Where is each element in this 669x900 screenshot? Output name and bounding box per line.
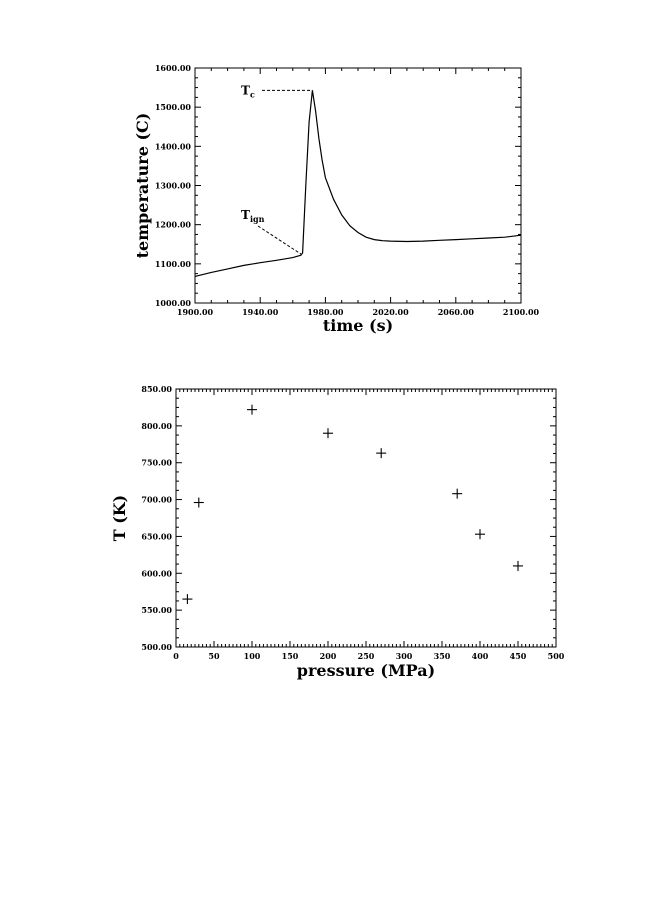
y-tick-label: 650.00 <box>141 531 172 541</box>
annotation-main: T <box>241 83 250 97</box>
y-tick-label: 500.00 <box>141 642 172 652</box>
x-tick-label: 100 <box>244 651 261 661</box>
x-tick-label: 450 <box>510 651 527 661</box>
data-point <box>323 428 333 439</box>
annotation-sub: ign <box>250 214 265 224</box>
annotation-sub: c <box>250 89 255 99</box>
x-tick-label: 350 <box>434 651 451 661</box>
plot-frame <box>194 67 522 304</box>
x-tick-label: 0 <box>173 651 179 661</box>
chart-1: 1900.00 1940.00 1980.00 2020.00 2060.00 2100.… <box>133 63 540 335</box>
y-tick-label: 700.00 <box>141 495 172 505</box>
y-tick-label: 850.00 <box>141 384 172 394</box>
data-point <box>182 594 193 605</box>
y-tick-label: 1200.00 <box>155 220 192 230</box>
data-point <box>475 529 485 540</box>
y-tick-label: 800.00 <box>141 421 172 431</box>
data-point <box>376 448 387 459</box>
annotation-label: Tign <box>241 208 265 224</box>
y-tick-label: 550.00 <box>141 605 172 615</box>
x-axis-title: pressure (MPa) <box>297 661 435 680</box>
x-tick-label: 500 <box>548 651 565 661</box>
y-tick-label: 1400.00 <box>155 141 192 151</box>
series-line <box>194 90 522 277</box>
x-tick-label: 150 <box>282 651 299 661</box>
x-tick-label: 50 <box>208 651 220 661</box>
y-axis-title: T (K) <box>110 495 129 542</box>
x-tick-label: 1900.00 <box>177 307 214 317</box>
y-tick-label: 1500.00 <box>155 102 192 112</box>
y-tick-label: 600.00 <box>141 568 172 578</box>
y-tick-label: 1000.00 <box>155 298 192 308</box>
x-tick-label: 200 <box>320 651 337 661</box>
y-tick-label: 1100.00 <box>155 259 192 269</box>
annotation-main: T <box>241 208 250 222</box>
x-tick-label: 250 <box>358 651 375 661</box>
data-point <box>193 497 204 508</box>
x-tick-label: 400 <box>472 651 489 661</box>
x-axis-title: time (s) <box>323 316 393 335</box>
x-tick-label: 2100.00 <box>503 307 540 317</box>
y-tick-label: 1300.00 <box>155 181 192 191</box>
x-tick-label: 2060.00 <box>438 307 475 317</box>
y-tick-label: 750.00 <box>141 458 172 468</box>
data-point <box>513 560 523 571</box>
x-tick-label: 2020.00 <box>373 307 410 317</box>
annotation-label: Tc <box>241 83 255 99</box>
plot-frame <box>175 388 557 648</box>
y-axis-title: temperature (C) <box>133 113 152 259</box>
annotation-leader <box>257 225 302 255</box>
x-tick-label: 1980.00 <box>307 307 344 317</box>
data-point <box>247 404 257 415</box>
x-tick-label: 300 <box>396 651 413 661</box>
x-tick-label: 1940.00 <box>242 307 279 317</box>
chart-2: 0 50 100 150 200 250 300 350 400 450 500 500.00 550.… <box>110 384 565 680</box>
data-point <box>452 488 463 499</box>
y-tick-label: 1600.00 <box>155 63 192 73</box>
